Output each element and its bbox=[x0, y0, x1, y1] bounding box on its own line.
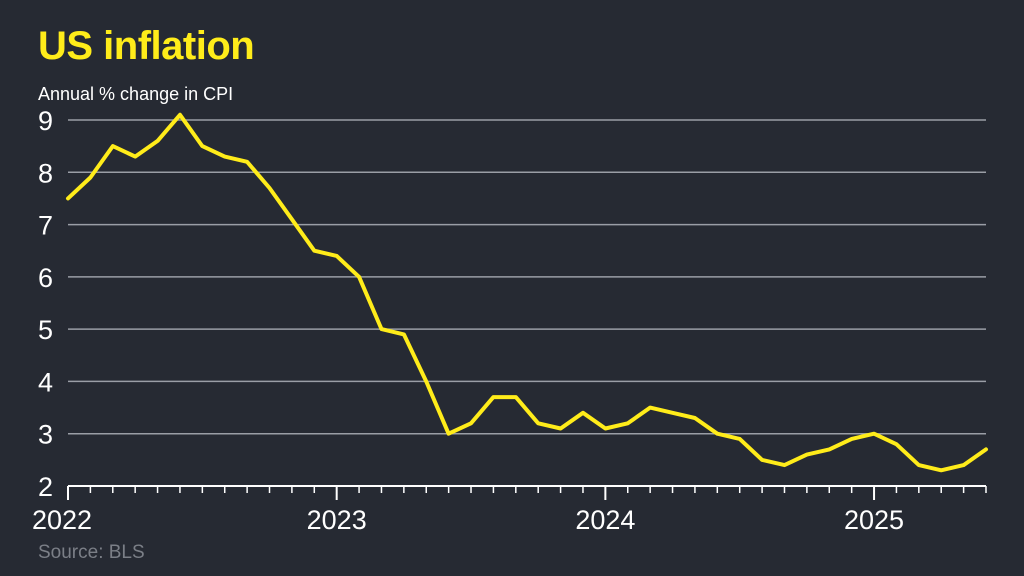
y-tick-label-2: 2 bbox=[38, 472, 53, 502]
series-layer bbox=[66, 112, 988, 473]
y-tick-label-3: 3 bbox=[38, 420, 53, 450]
y-tick-label-5: 5 bbox=[38, 315, 53, 345]
chart-title: US inflation bbox=[38, 24, 255, 68]
y-tick-label-6: 6 bbox=[38, 263, 53, 293]
gridlines bbox=[68, 119, 986, 435]
y-tick-label-7: 7 bbox=[38, 211, 53, 241]
series-line-0 bbox=[66, 112, 988, 473]
x-axis: 2022 2023 2024 2025 bbox=[32, 485, 987, 535]
chart-subtitle: Annual % change in CPI bbox=[38, 84, 234, 104]
x-tick-label-2024: 2024 bbox=[575, 505, 635, 535]
x-tick-label-2025: 2025 bbox=[844, 505, 904, 535]
y-tick-label-8: 8 bbox=[38, 158, 53, 188]
x-tick-label-2022: 2022 bbox=[32, 505, 92, 535]
y-tick-label-9: 9 bbox=[38, 106, 53, 136]
y-tick-label-4: 4 bbox=[38, 367, 53, 397]
y-axis: 2 3 4 5 6 7 8 9 bbox=[38, 106, 53, 502]
source-note: Source: BLS bbox=[38, 542, 145, 563]
x-tick-label-2023: 2023 bbox=[307, 505, 367, 535]
